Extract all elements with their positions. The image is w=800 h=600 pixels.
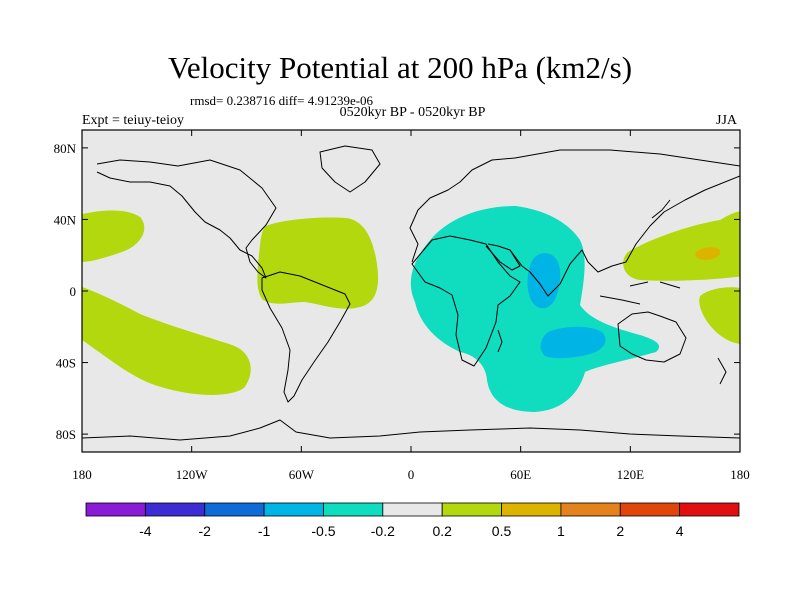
minimum-core-south-indian-ocean xyxy=(540,326,606,359)
colorbar-label: 2 xyxy=(616,523,624,539)
colorbar: -4 -2 -1 -0.5 -0.2 0.2 0.5 1 2 4 xyxy=(85,502,740,539)
lat-tick-label: 40S xyxy=(56,356,76,371)
colorbar-swatch xyxy=(441,502,502,517)
positive-region-atlantic xyxy=(257,217,379,309)
colorbar-swatch xyxy=(263,502,324,517)
coastline-europe xyxy=(409,157,516,263)
coastline-australia xyxy=(617,311,687,363)
positive-region-east-pacific-south xyxy=(82,287,251,395)
longitude-axis: 180 120W 60W 0 60E 120E 180 xyxy=(72,130,750,482)
lon-tick-label: 0 xyxy=(408,467,415,482)
positive-region-east-pacific-north xyxy=(82,210,145,262)
shaded-field-layer xyxy=(82,206,740,412)
lon-tick-label: 120W xyxy=(176,467,209,482)
coastline-japan xyxy=(651,199,671,219)
colorbar-swatch xyxy=(619,502,681,517)
lon-tick-label: 180 xyxy=(72,467,92,482)
experiment-label: Expt = teiuy-teioy xyxy=(82,113,184,128)
colorbar-label: -1 xyxy=(258,523,271,539)
plot-title: Velocity Potential at 200 hPa (km2/s) xyxy=(167,50,633,85)
coastline-asia xyxy=(487,149,740,297)
colorbar-swatch xyxy=(560,502,621,517)
colorbar-label: 1 xyxy=(557,523,565,539)
colorbar-label: -0.5 xyxy=(311,523,335,539)
minimum-core-india xyxy=(527,253,561,309)
coastline-madagascar xyxy=(497,329,503,353)
colorbar-swatch xyxy=(85,502,146,517)
period-label: 0520kyr BP - 0520kyr BP xyxy=(339,105,486,120)
lat-tick-label: 80N xyxy=(54,141,77,156)
colorbar-swatch xyxy=(382,502,443,517)
coastline-new-zealand xyxy=(717,357,727,385)
colorbar-label: -0.2 xyxy=(371,523,395,539)
maximum-core-west-pacific xyxy=(695,247,721,260)
colorbar-label: -2 xyxy=(199,523,212,539)
colorbar-label: -4 xyxy=(139,523,152,539)
latitude-axis: 80N 40N 0 40S 80S xyxy=(54,141,740,442)
coastline-south-america xyxy=(261,271,351,403)
coastline-africa xyxy=(411,235,521,367)
stats-label: rmsd= 0.238716 diff= 4.91239e-06 xyxy=(190,93,374,108)
coastline-layer xyxy=(82,145,740,441)
lon-tick-label: 120E xyxy=(617,467,645,482)
map-background xyxy=(82,130,740,452)
colorbar-swatch xyxy=(144,502,206,517)
coastline-maritime-continent xyxy=(599,281,681,305)
colorbar-swatch xyxy=(679,502,740,517)
colorbar-label: 4 xyxy=(676,523,684,539)
lon-tick-label: 60E xyxy=(510,467,531,482)
colorbar-label: 0.5 xyxy=(492,523,512,539)
lon-tick-label: 180 xyxy=(730,467,750,482)
negative-region-indian-ocean xyxy=(410,206,660,412)
coastline-north-america xyxy=(96,159,277,279)
colorbar-swatch xyxy=(323,502,384,517)
positive-region-west-pacific xyxy=(623,211,740,281)
colorbar-swatch xyxy=(204,502,265,517)
colorbar-swatch xyxy=(501,502,562,517)
lat-tick-label: 80S xyxy=(56,427,76,442)
coastline-greenland xyxy=(319,145,381,193)
positive-region-south-pacific xyxy=(699,287,740,344)
season-label: JJA xyxy=(716,113,738,128)
lat-tick-label: 0 xyxy=(70,284,77,299)
lat-tick-label: 40N xyxy=(54,212,77,227)
coastline-arabia xyxy=(485,245,521,271)
coastline-antarctica xyxy=(82,419,740,441)
lon-tick-label: 60W xyxy=(289,467,315,482)
colorbar-label: 0.2 xyxy=(432,523,452,539)
